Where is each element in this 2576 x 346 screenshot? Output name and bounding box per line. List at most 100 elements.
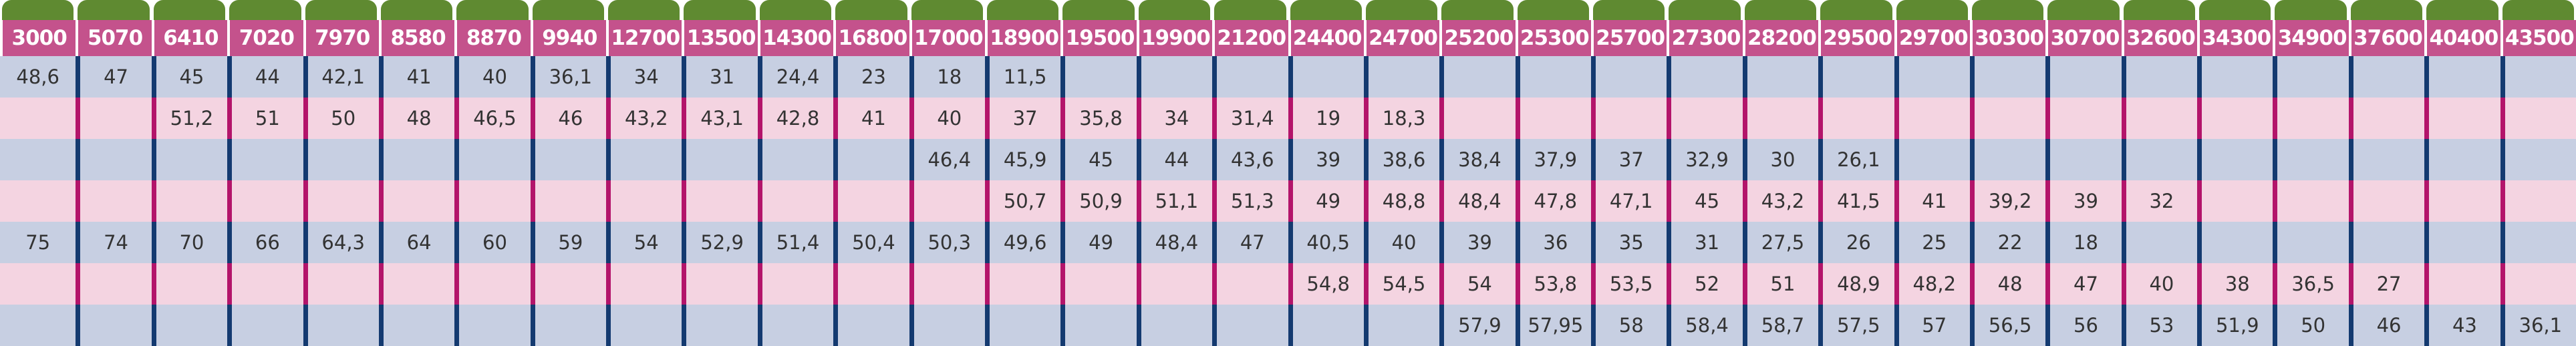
column-header: 3000: [0, 20, 76, 56]
column-header: 16800: [833, 20, 909, 56]
header-tab: [835, 0, 907, 20]
table-cell: 31: [1667, 222, 1743, 263]
header-tab: [2123, 0, 2196, 20]
table-cell: 46,5: [454, 98, 531, 139]
table-cell: 66: [227, 222, 303, 263]
table-cell: 39: [1439, 222, 1516, 263]
table-cell: [606, 180, 682, 222]
table-cell: [1894, 98, 1970, 139]
table-cell: 45,9: [984, 139, 1061, 180]
table-cell: [757, 139, 834, 180]
table-cell: [2424, 139, 2500, 180]
table-cell: 40: [2121, 263, 2198, 305]
table-cell: 36,5: [2273, 263, 2349, 305]
table-cell: [2500, 139, 2576, 180]
table-cell: [2500, 180, 2576, 222]
table-cell: [2273, 98, 2349, 139]
table-cell: [2348, 222, 2425, 263]
column-header: 30700: [2045, 20, 2122, 56]
table-cell: [2348, 56, 2425, 98]
table-cell: [227, 139, 303, 180]
header-tab: [986, 0, 1059, 20]
table-cell: 47: [76, 56, 152, 98]
table-cell: 50,9: [1060, 180, 1137, 222]
header-tab: [305, 0, 377, 20]
table-cell: 27,5: [1742, 222, 1819, 263]
table-cell: [1894, 56, 1970, 98]
column-header: 9940: [530, 20, 607, 56]
table-cell: 36: [1515, 222, 1592, 263]
table-cell: [76, 263, 152, 305]
column-header: 30300: [1969, 20, 2046, 56]
table-cell: [833, 263, 909, 305]
table-cell: 34: [606, 56, 682, 98]
table-cell: 43,2: [606, 98, 682, 139]
table-cell: 42,8: [757, 98, 834, 139]
table-cell: [984, 305, 1061, 346]
table-cell: [2500, 222, 2576, 263]
table-cell: 57: [1894, 305, 1970, 346]
table-cell: [2197, 222, 2273, 263]
table-cell: [1060, 56, 1137, 98]
table-cell: 47,1: [1591, 180, 1667, 222]
table-cell: 44: [1136, 139, 1213, 180]
table-cell: [1818, 98, 1894, 139]
table-cell: 50,7: [984, 180, 1061, 222]
table-cell: 32: [2121, 180, 2198, 222]
table-cell: 41: [378, 56, 455, 98]
header-tab: [2426, 0, 2498, 20]
table-cell: 32,9: [1667, 139, 1743, 180]
table-cell: [1591, 56, 1667, 98]
header-tab: [1593, 0, 1665, 20]
table-cell: [2121, 56, 2198, 98]
table-cell: 39: [2045, 180, 2122, 222]
table-cell: 37: [984, 98, 1061, 139]
table-cell: [2424, 180, 2500, 222]
table-cell: 38,6: [1363, 139, 1440, 180]
table-cell: [984, 263, 1061, 305]
table-cell: [1742, 98, 1819, 139]
table-cell: 46: [530, 98, 607, 139]
table-cell: [2121, 139, 2198, 180]
table-cell: 51,4: [757, 222, 834, 263]
table-cell: [0, 98, 76, 139]
table-cell: [454, 263, 531, 305]
table-cell: [2273, 56, 2349, 98]
table-cell: 52,9: [682, 222, 758, 263]
table-cell: [151, 139, 228, 180]
table-cell: 58: [1591, 305, 1667, 346]
header-tab: [1062, 0, 1135, 20]
header-tab: [759, 0, 832, 20]
table-cell: [303, 263, 379, 305]
table-cell: 36,1: [530, 56, 607, 98]
column-header: 24700: [1363, 20, 1440, 56]
table-cell: [2500, 56, 2576, 98]
table-cell: [1212, 263, 1288, 305]
table-cell: [2045, 98, 2122, 139]
table-cell: 64,3: [303, 222, 379, 263]
table-cell: [151, 180, 228, 222]
column-header: 18900: [984, 20, 1061, 56]
table-cell: [1060, 305, 1137, 346]
table-cell: [76, 98, 152, 139]
table-cell: [2424, 222, 2500, 263]
table-cell: [1363, 305, 1440, 346]
table-cell: [833, 180, 909, 222]
header-tab: [78, 0, 150, 20]
column-header: 17000: [909, 20, 985, 56]
table-cell: [2121, 222, 2198, 263]
table-cell: 40,5: [1288, 222, 1364, 263]
table-cell: 39: [1288, 139, 1364, 180]
table-cell: [682, 180, 758, 222]
table-cell: [1288, 305, 1364, 346]
table-cell: [0, 305, 76, 346]
table-cell: [833, 305, 909, 346]
table-cell: 26,1: [1818, 139, 1894, 180]
header-tab: [608, 0, 680, 20]
table-cell: 48,4: [1439, 180, 1516, 222]
table-cell: 56,5: [1969, 305, 2046, 346]
table-cell: 26: [1818, 222, 1894, 263]
header-tab: [2350, 0, 2423, 20]
table-cell: 57,5: [1818, 305, 1894, 346]
table-cell: 54,5: [1363, 263, 1440, 305]
